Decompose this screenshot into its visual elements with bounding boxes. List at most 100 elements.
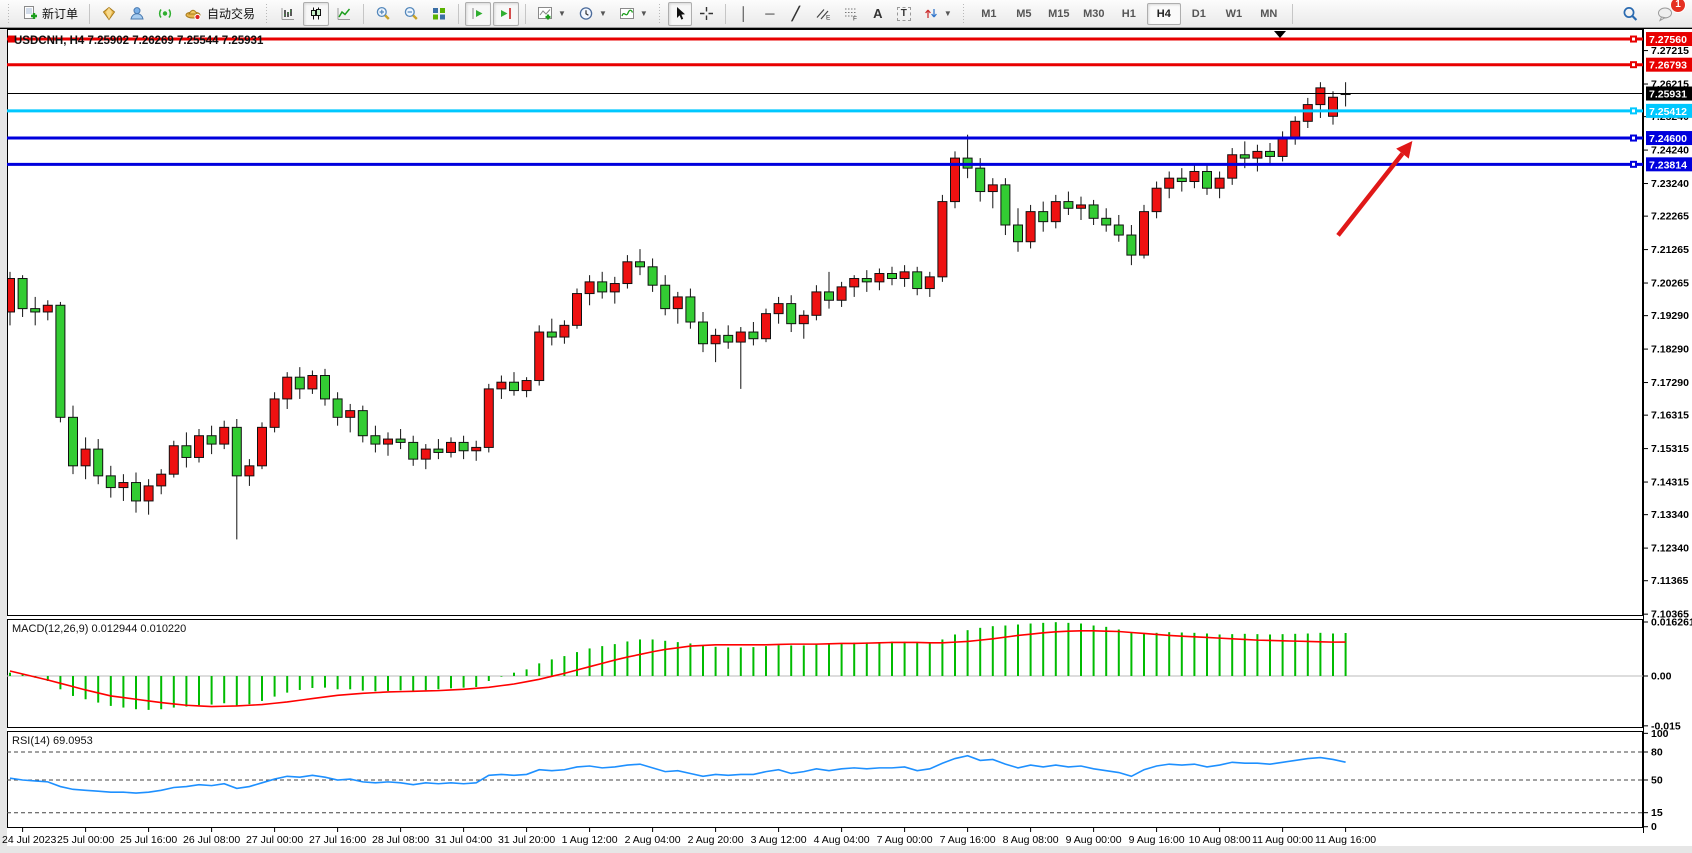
candlestick-icon: [311, 7, 322, 20]
toolbar-grip[interactable]: [265, 3, 271, 24]
dropdown-caret-icon: ▼: [943, 9, 952, 18]
crosshair-icon: [699, 7, 713, 20]
svg-text:7.20265: 7.20265: [1651, 278, 1689, 290]
timeframe-button-m30[interactable]: M30: [1083, 7, 1105, 20]
zoom-out-button[interactable]: [398, 2, 424, 26]
svg-text:3 Aug 12:00: 3 Aug 12:00: [751, 834, 807, 846]
svg-text:100: 100: [1651, 728, 1669, 740]
autotrading-button[interactable]: 自动交易: [180, 2, 260, 26]
channel-tool-button[interactable]: E: [810, 2, 836, 26]
svg-text:25 Jul 16:00: 25 Jul 16:00: [120, 834, 177, 846]
svg-text:27 Jul 16:00: 27 Jul 16:00: [309, 834, 366, 846]
svg-text:7.12340: 7.12340: [1651, 543, 1689, 555]
svg-text:7.24240: 7.24240: [1651, 145, 1689, 157]
chart-shift-marker-icon[interactable]: [1274, 31, 1286, 38]
svg-text:0: 0: [1651, 821, 1657, 833]
timeframe-button-mn[interactable]: MN: [1260, 7, 1278, 20]
price-badges: 7.27560 7.26793 7.25412 7.24600 7.23814 7.259…: [1646, 32, 1692, 172]
svg-text:7.11365: 7.11365: [1651, 575, 1689, 587]
chart-canvas[interactable]: USDCNH, H4 7.25902 7.26269 7.25544 7.259…: [0, 28, 1692, 853]
svg-text:7.26793: 7.26793: [1649, 60, 1687, 72]
svg-text:4 Aug 04:00: 4 Aug 04:00: [814, 834, 870, 846]
notifications-button[interactable]: 1: [1652, 0, 1686, 26]
new-order-button[interactable]: 新订单: [17, 2, 83, 26]
terminal-button[interactable]: [124, 2, 150, 26]
trendline-tool-button[interactable]: ╱: [784, 2, 808, 26]
svg-text:15: 15: [1651, 807, 1663, 819]
time-axis[interactable]: 24 Jul 2023 25 Jul 00:00 25 Jul 16:00 26 Ju…: [2, 828, 1376, 846]
svg-text:10 Aug 08:00: 10 Aug 08:00: [1189, 834, 1251, 846]
notification-badge: 1: [1670, 0, 1686, 13]
clock-icon: [579, 7, 593, 20]
svg-text:7.23814: 7.23814: [1649, 159, 1687, 171]
dropdown-caret-icon: ▼: [639, 9, 648, 18]
horizontal-line-tool-button[interactable]: ─: [758, 2, 782, 26]
rsi-pane[interactable]: [7, 731, 1643, 828]
crosshair-tool-button[interactable]: [694, 2, 719, 26]
timeframe-button-m5[interactable]: M5: [1016, 7, 1032, 20]
main-pane[interactable]: [7, 29, 1643, 616]
search-button[interactable]: [1617, 2, 1644, 26]
window-bottom-frame: [0, 846, 1692, 853]
svg-text:9 Aug 16:00: 9 Aug 16:00: [1129, 834, 1185, 846]
toolbar-separator: [89, 3, 91, 24]
svg-text:7.25412: 7.25412: [1649, 106, 1687, 118]
rsi-line: [9, 754, 1346, 794]
horizontal-line-objects[interactable]: [7, 35, 1643, 168]
line-chart-mode-button[interactable]: [331, 2, 357, 26]
timeframe-button-d1[interactable]: D1: [1191, 7, 1206, 20]
new-order-label: 新订单: [42, 7, 79, 21]
hline-left-handle[interactable]: [8, 35, 15, 43]
macd-histogram: [9, 622, 1347, 710]
svg-text:7.15315: 7.15315: [1651, 443, 1689, 455]
periods-button[interactable]: ▼: [573, 2, 612, 26]
cursor-tool-button[interactable]: [667, 1, 692, 26]
market-watch-button[interactable]: [96, 2, 122, 26]
svg-text:7.21265: 7.21265: [1651, 244, 1689, 256]
svg-text:-0.015: -0.015: [1651, 720, 1681, 732]
autotrading-label: 自动交易: [207, 7, 256, 21]
macd-pane[interactable]: [7, 619, 1643, 728]
text-label-tool-button[interactable]: T: [892, 2, 916, 26]
svg-text:7.13340: 7.13340: [1651, 509, 1689, 521]
fibonacci-icon: F: [844, 8, 857, 21]
svg-text:7.14315: 7.14315: [1651, 477, 1689, 489]
dropdown-caret-icon: ▼: [558, 9, 566, 18]
svg-text:24 Jul 2023: 24 Jul 2023: [2, 834, 56, 846]
indicators-button[interactable]: ▼: [532, 2, 571, 26]
rsi-label: RSI(14) 69.0953: [12, 735, 93, 747]
candlestick-mode-button[interactable]: [303, 1, 330, 26]
templates-button[interactable]: ▼: [614, 2, 653, 26]
svg-text:7.10365: 7.10365: [1651, 609, 1689, 621]
chart-title: USDCNH, H4 7.25902 7.26269 7.25544 7.259…: [14, 35, 264, 47]
strategy-tester-button[interactable]: [152, 2, 178, 26]
fibonacci-tool-button[interactable]: F: [838, 2, 864, 26]
timeframe-button-h4[interactable]: H4: [1146, 2, 1181, 25]
svg-text:7.19290: 7.19290: [1651, 310, 1689, 322]
line-chart-icon: [337, 8, 351, 20]
arrows-tool-button[interactable]: ▼: [918, 2, 957, 26]
toolbar-grip[interactable]: [7, 3, 12, 24]
chat-bubble-icon: [1658, 7, 1672, 22]
svg-text:25 Jul 00:00: 25 Jul 00:00: [57, 834, 114, 846]
macd-label: MACD(12,26,9) 0.012944 0.010220: [12, 623, 186, 635]
timeframe-button-m1[interactable]: M1: [981, 7, 997, 20]
trend-arrow-annotation[interactable]: [1336, 141, 1413, 237]
toolbar-grip[interactable]: [657, 3, 663, 24]
timeframe-button-m15[interactable]: M15: [1048, 7, 1070, 20]
bar-chart-mode-button[interactable]: [275, 2, 301, 26]
text-tool-button[interactable]: A: [866, 2, 890, 26]
toolbar-separator: [1291, 3, 1293, 24]
timeframe-button-h1[interactable]: H1: [1121, 7, 1136, 20]
toolbar-grip[interactable]: [961, 3, 967, 24]
svg-text:11 Aug 00:00: 11 Aug 00:00: [1252, 834, 1313, 846]
vertical-line-tool-button[interactable]: │: [732, 2, 756, 26]
timeframe-button-w1[interactable]: W1: [1225, 7, 1243, 20]
tile-windows-button[interactable]: [426, 2, 452, 26]
toolbar-separator: [458, 3, 460, 24]
zoom-in-button[interactable]: [370, 2, 396, 26]
svg-text:11 Aug 16:00: 11 Aug 16:00: [1315, 834, 1376, 846]
chart-shift-button[interactable]: [493, 1, 520, 26]
auto-scroll-button[interactable]: [465, 1, 492, 26]
autotrading-hat-icon: [185, 9, 201, 21]
